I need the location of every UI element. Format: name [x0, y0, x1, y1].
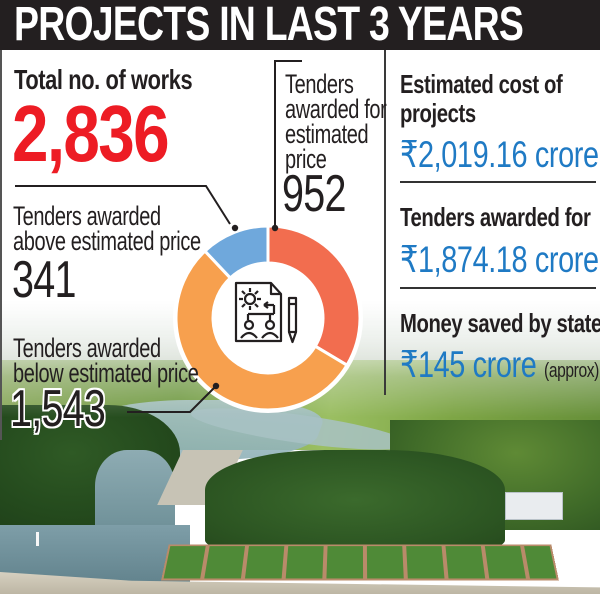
frame-left-border — [0, 50, 2, 440]
total-works-label: Total no. of works — [14, 64, 193, 95]
donut-hole — [213, 263, 323, 373]
connector-estimated — [274, 60, 302, 226]
above-estimate-label-line2: above estimated price — [13, 226, 201, 256]
estimated-label-line3: estimated — [285, 119, 369, 149]
column-divider — [384, 50, 386, 395]
below-estimate-label-line1: Tenders awarded — [13, 333, 161, 363]
document-gear-people-pencil-icon — [234, 281, 298, 344]
estimated-label-line1: Tenders — [285, 69, 354, 99]
header-bar: PROJECTS IN LAST 3 YEARS — [0, 0, 600, 50]
page-title: PROJECTS IN LAST 3 YEARS — [14, 0, 524, 51]
below-estimate-label-line2: below estimated price — [13, 358, 199, 388]
estimated-label-line4: price — [285, 144, 327, 174]
below-estimate-value: 1,543 — [10, 380, 106, 438]
connector-below — [127, 386, 216, 413]
estimated-cost-label-line2: projects — [400, 98, 476, 128]
divider — [400, 181, 596, 183]
connector-above — [15, 185, 231, 225]
divider — [400, 287, 596, 289]
estimated-label-line2: awarded for — [285, 94, 387, 124]
estimated-value: 952 — [282, 165, 346, 223]
money-saved-label: Money saved by state — [400, 308, 600, 338]
above-estimate-label-line1: Tenders awarded — [13, 201, 161, 231]
money-saved-value: ₹145 crore — [400, 344, 537, 385]
tenders-awarded-for-value: ₹1,874.18 crore — [400, 239, 599, 280]
above-estimate-value: 341 — [12, 251, 76, 309]
estimated-cost-value: ₹2,019.16 crore — [400, 134, 599, 175]
estimated-cost-label-line1: Estimated cost of — [400, 69, 563, 99]
aerial-photo-background — [0, 300, 600, 594]
total-works-value: 2,836 — [12, 89, 170, 178]
tenders-awarded-for-label: Tenders awarded for — [400, 202, 591, 232]
money-saved-approx-note: (approx) — [544, 360, 599, 382]
money-saved-value-row: ₹145 crore (approx) — [400, 344, 599, 389]
